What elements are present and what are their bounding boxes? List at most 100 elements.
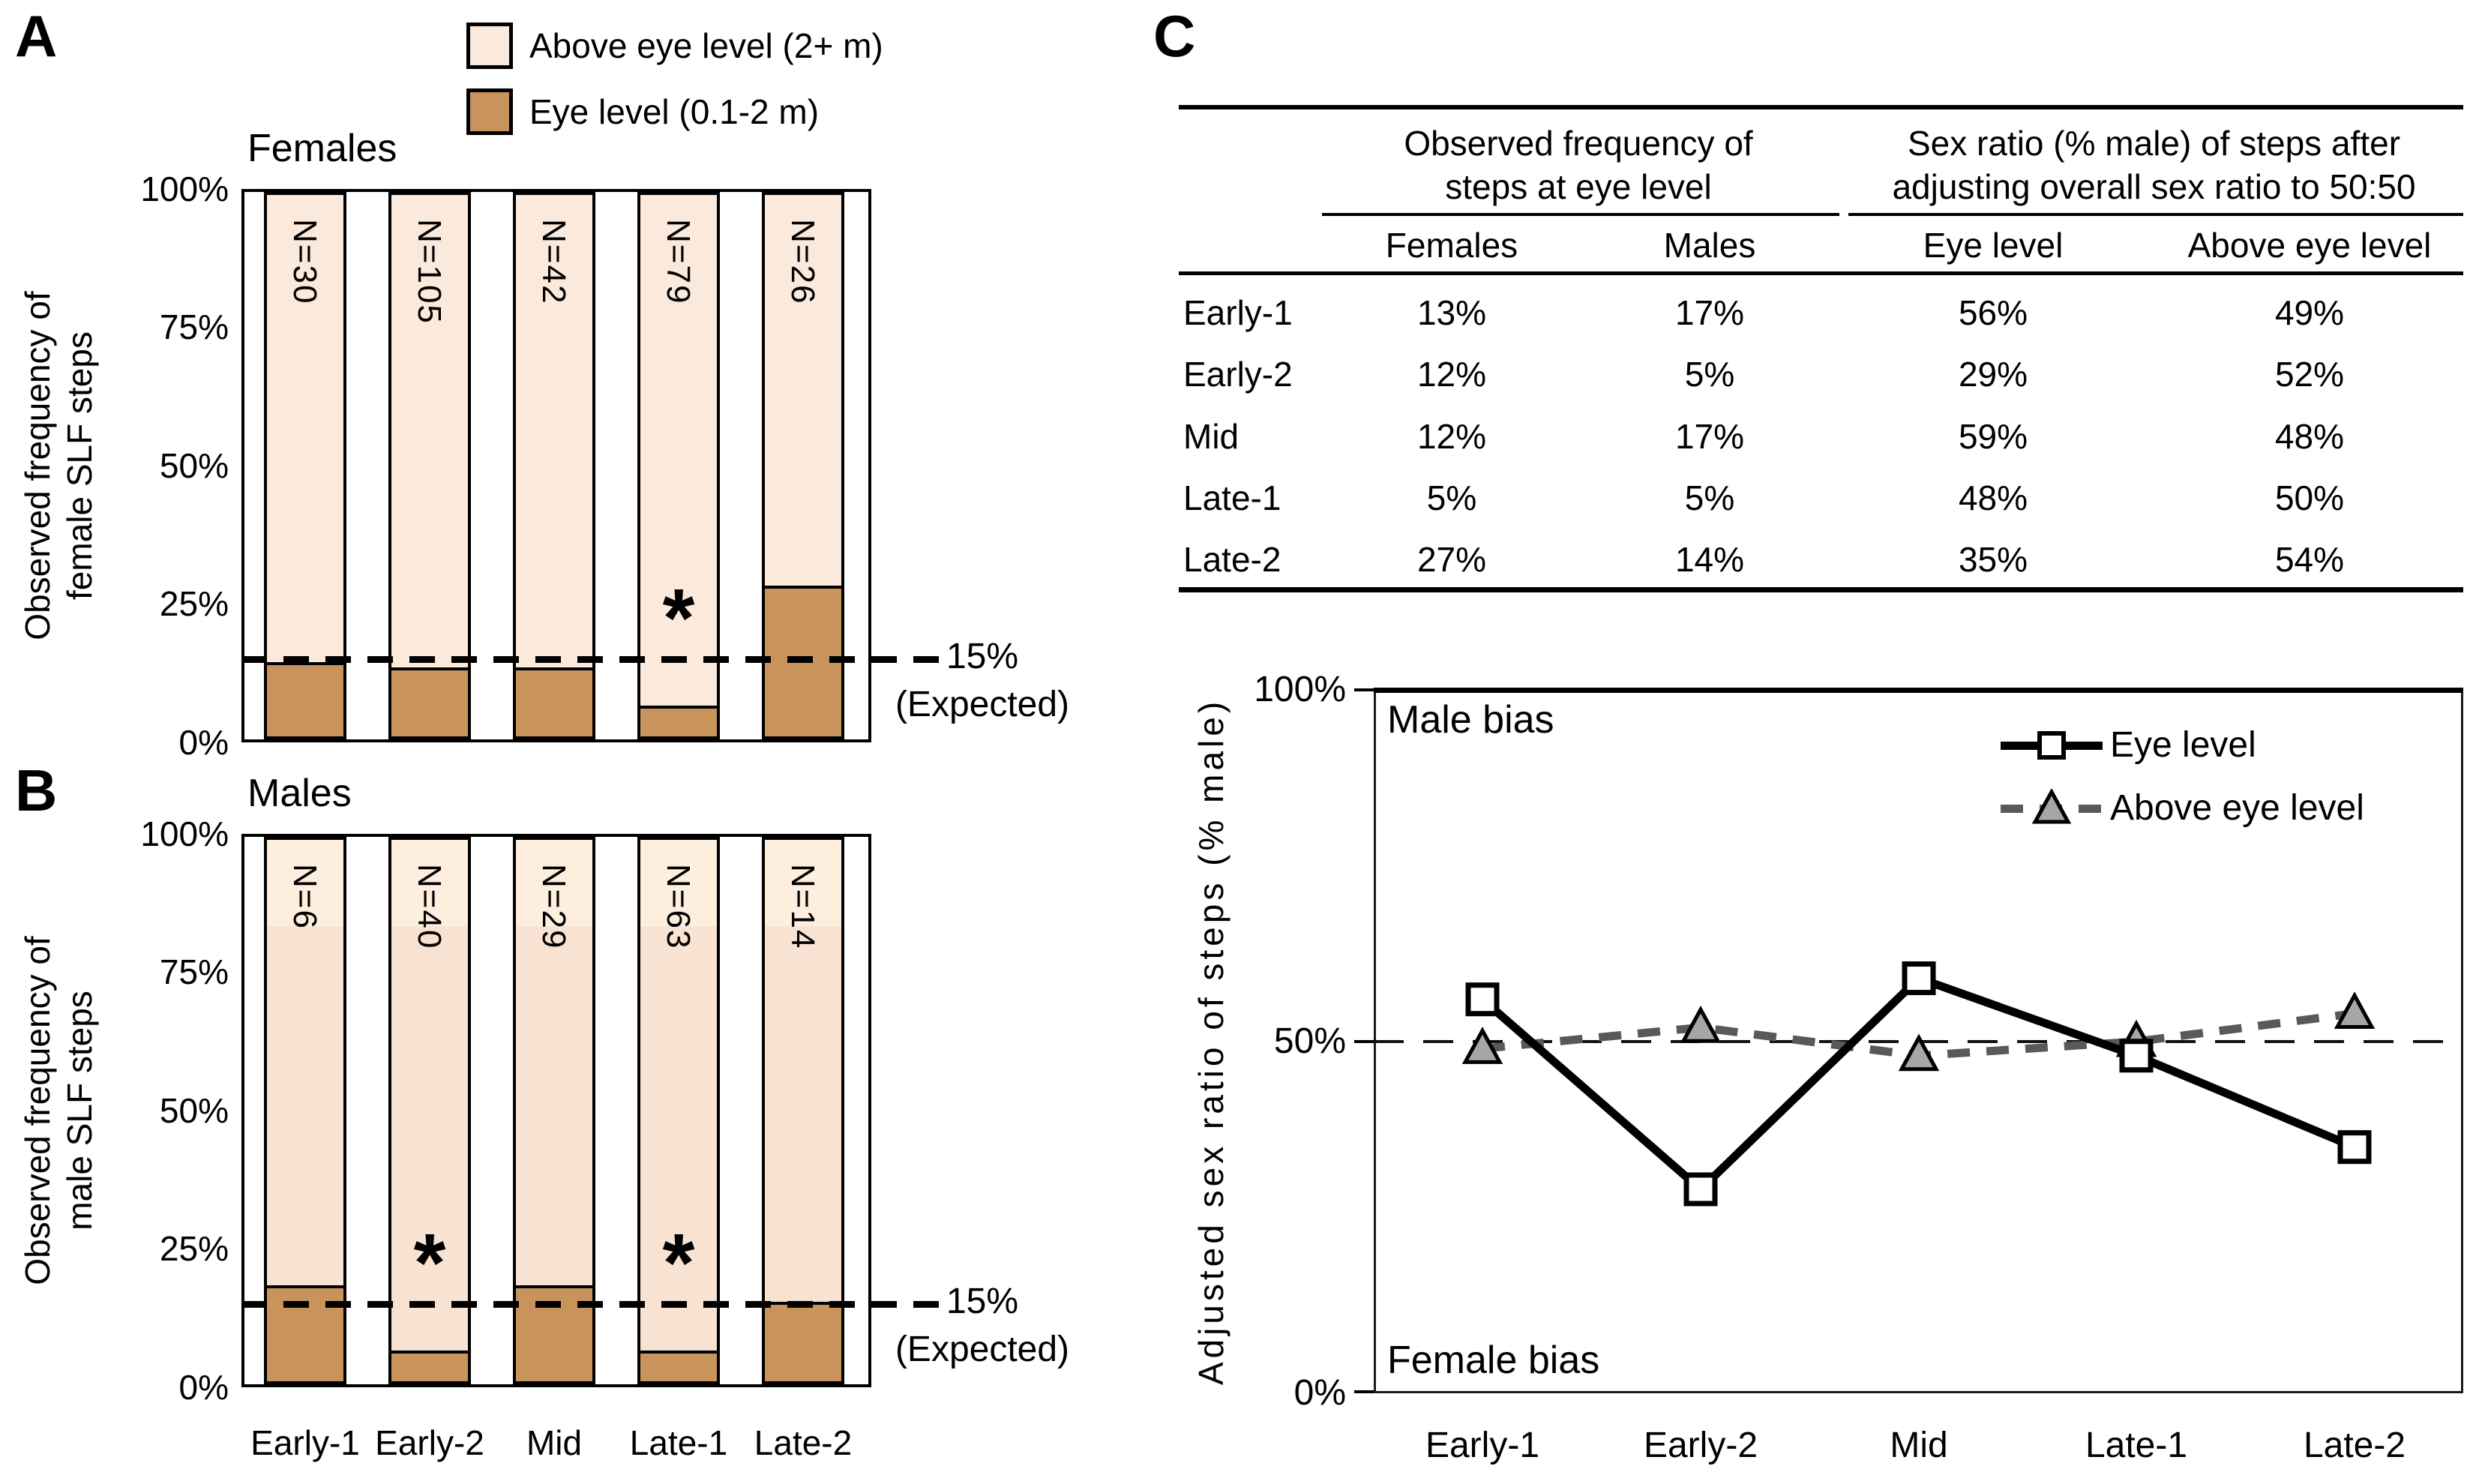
legend-label-eye-level: Eye level (0.1-2 m) [529, 92, 820, 131]
table-top-rule [1179, 105, 2463, 109]
bar-x-axis-label-Late-2: Late-2 [754, 1423, 853, 1462]
line-chart-series [1461, 961, 2376, 1207]
table-cell-Late-1-col2: 48% [1958, 478, 2028, 517]
panel-a-n-label-Late-1: N=79 [660, 219, 697, 305]
table-cell-Early-2-col2: 29% [1958, 355, 2028, 394]
table-cell-Early-1-col0: 13% [1416, 293, 1487, 332]
table-cell-Mid-col2: 59% [1958, 417, 2028, 456]
panel-b-title: Males [247, 772, 352, 815]
legend-swatch-above-eye-level [466, 22, 513, 69]
table-group-header-observed-line1: Observed frequency of [1404, 124, 1753, 163]
table-cell-Late-1-col0: 5% [1426, 478, 1477, 517]
panel-b-y-tick-50%: 50% [159, 1091, 229, 1130]
legend-square-marker-icon [2037, 731, 2066, 760]
bar-x-axis-label-Mid: Mid [526, 1423, 583, 1462]
panel-b-n-label-Early-1: N=6 [286, 864, 323, 930]
table-group-header-sexratio-line1: Sex ratio (% male) of steps after [1907, 124, 2401, 163]
table-cell-Early-2-col3: 52% [2274, 355, 2345, 394]
female-bias-annotation: Female bias [1387, 1339, 1600, 1382]
panel-b-expected-reference-line [241, 1301, 952, 1308]
line-chart-x-label-Mid: Mid [1890, 1426, 1948, 1465]
panel-a-bar-Late-1 [637, 192, 720, 739]
table-row-label-Late-2: Late-2 [1183, 540, 1281, 579]
panel-a-eye-level-segment-Mid [516, 667, 592, 736]
male-bias-annotation: Male bias [1387, 698, 1554, 742]
line-chart-x-label-Late-1: Late-1 [2085, 1426, 2188, 1465]
panel-a-bar-Mid [513, 192, 595, 739]
panel-a-eye-level-segment-Early-1 [267, 662, 343, 736]
table-mid-rule [1179, 271, 2463, 275]
line-chart-x-label-Early-2: Early-2 [1643, 1426, 1758, 1465]
table-subrule-observed [1322, 213, 1839, 216]
table-row-label-Mid: Mid [1183, 417, 1239, 456]
panel-a-y-tick-100%: 100% [140, 169, 229, 208]
line-chart-top-border [1374, 688, 2463, 693]
table-cell-Mid-col0: 12% [1416, 417, 1487, 456]
panel-b-n-label-Mid: N=29 [535, 864, 572, 950]
panel-b-y-tick-75%: 75% [159, 952, 229, 991]
panel-b-significance-asterisk-Early-2: * [413, 1217, 446, 1309]
panel-b-eye-level-segment-Late-1 [640, 1351, 717, 1381]
bar-x-axis-label-Early-2: Early-2 [375, 1423, 484, 1462]
panel-a-y-tick-50%: 50% [159, 446, 229, 485]
line-chart-tick-50 [1354, 1040, 1374, 1043]
panel-b-eye-level-segment-Late-2 [765, 1302, 841, 1381]
table-cell-Late-2-col1: 14% [1674, 540, 1745, 579]
table-cell-Late-2-col2: 35% [1958, 540, 2028, 579]
panel-b-expected-text-label: (Expected) [895, 1330, 1070, 1369]
panel-b-bar-Late-1 [637, 837, 720, 1384]
table-bottom-rule [1179, 587, 2463, 592]
eye-level-marker-Late-2 [2337, 1130, 2372, 1165]
legend-label-above-eye-level: Above eye level (2+ m) [529, 26, 883, 65]
bar-x-axis-label-Late-1: Late-1 [629, 1423, 728, 1462]
table-group-header-sexratio: Sex ratio (% male) of steps after adjust… [1841, 121, 2467, 208]
line-chart-x-label-Early-1: Early-1 [1425, 1426, 1540, 1465]
panel-b-significance-asterisk-Late-1: * [662, 1217, 695, 1309]
eye-level-marker-Mid [1902, 961, 1936, 996]
panel-b-y-axis-title-line1: Observed frequency of [18, 936, 57, 1285]
panel-b-expected-value-label: 15% [946, 1282, 1019, 1321]
legend-label-line-above-eye-level: Above eye level [2110, 788, 2364, 828]
panel-b-bar-Late-2 [762, 837, 844, 1384]
above-eye-level-marker-Late-2 [2334, 991, 2376, 1029]
panel-b-y-tick-25%: 25% [159, 1229, 229, 1268]
line-chart-tick-0 [1354, 1390, 1374, 1393]
panel-a-y-tick-75%: 75% [159, 307, 229, 346]
table-row-label-Late-1: Late-1 [1183, 478, 1281, 517]
table-group-header-sexratio-line2: adjusting overall sex ratio to 50:50 [1892, 167, 2416, 206]
table-col-header-eye-level: Eye level [1923, 226, 2064, 265]
legend-label-line-eye-level: Eye level [2110, 725, 2256, 765]
legend-triangle-marker-icon [2032, 789, 2071, 824]
line-chart-tick-100 [1354, 688, 1374, 691]
above-eye-level-marker-Early-2 [1680, 1006, 1722, 1043]
panel-b-eye-level-segment-Early-1 [267, 1285, 343, 1381]
table-col-header-males: Males [1663, 226, 1756, 265]
panel-b-label: B [15, 757, 58, 823]
above-eye-level-marker-Mid [1898, 1033, 1940, 1072]
table-group-header-observed: Observed frequency of steps at eye level [1320, 121, 1837, 208]
table-cell-Early-1-col1: 17% [1674, 293, 1745, 332]
panel-a-y-tick-0%: 0% [178, 723, 229, 762]
table-cell-Early-2-col0: 12% [1416, 355, 1487, 394]
panel-a-eye-level-segment-Early-2 [391, 667, 468, 736]
panel-a-n-label-Late-2: N=26 [784, 219, 821, 305]
table-subrule-sexratio [1848, 213, 2463, 216]
table-row-label-Early-1: Early-1 [1183, 293, 1293, 332]
panel-a-n-label-Early-2: N=105 [411, 219, 448, 325]
panel-a-expected-text-label: (Expected) [895, 685, 1070, 724]
panel-c-label: C [1153, 3, 1196, 69]
panel-b-bar-Early-1 [264, 837, 346, 1384]
panel-a-significance-asterisk-Late-1: * [662, 572, 695, 664]
table-cell-Late-1-col1: 5% [1684, 478, 1735, 517]
table-cell-Early-1-col3: 49% [2274, 293, 2345, 332]
panel-b-y-tick-100%: 100% [140, 814, 229, 853]
panel-a-label: A [15, 3, 58, 69]
table-cell-Late-1-col3: 50% [2274, 478, 2345, 517]
eye-level-marker-Late-1 [2119, 1039, 2154, 1073]
panel-a-expected-value-label: 15% [946, 637, 1019, 676]
panel-a-expected-reference-line [241, 656, 952, 663]
table-cell-Early-2-col1: 5% [1684, 355, 1735, 394]
eye-level-marker-Early-2 [1683, 1172, 1718, 1207]
panel-a-bar-Early-1 [264, 192, 346, 739]
